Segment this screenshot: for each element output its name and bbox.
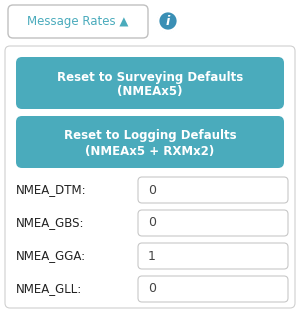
Text: 1: 1 — [148, 249, 156, 262]
FancyBboxPatch shape — [138, 177, 288, 203]
FancyBboxPatch shape — [138, 210, 288, 236]
Text: 0: 0 — [148, 216, 156, 230]
Text: NMEA_GBS:: NMEA_GBS: — [16, 216, 85, 230]
Text: (NMEAx5): (NMEAx5) — [117, 86, 183, 99]
Text: Reset to Surveying Defaults: Reset to Surveying Defaults — [57, 71, 243, 83]
FancyBboxPatch shape — [5, 46, 295, 308]
Text: (NMEAx5 + RXMx2): (NMEAx5 + RXMx2) — [85, 145, 214, 157]
Text: NMEA_GLL:: NMEA_GLL: — [16, 282, 82, 295]
Text: NMEA_GGA:: NMEA_GGA: — [16, 249, 86, 262]
FancyBboxPatch shape — [16, 57, 284, 109]
Text: i: i — [166, 15, 170, 28]
Circle shape — [158, 11, 178, 31]
Text: Reset to Logging Defaults: Reset to Logging Defaults — [64, 129, 236, 142]
FancyBboxPatch shape — [16, 116, 284, 168]
FancyBboxPatch shape — [138, 276, 288, 302]
FancyBboxPatch shape — [138, 243, 288, 269]
Text: NMEA_DTM:: NMEA_DTM: — [16, 183, 87, 197]
Text: Message Rates ▲: Message Rates ▲ — [27, 15, 129, 28]
Text: 0: 0 — [148, 183, 156, 197]
FancyBboxPatch shape — [8, 5, 148, 38]
Text: 0: 0 — [148, 282, 156, 295]
